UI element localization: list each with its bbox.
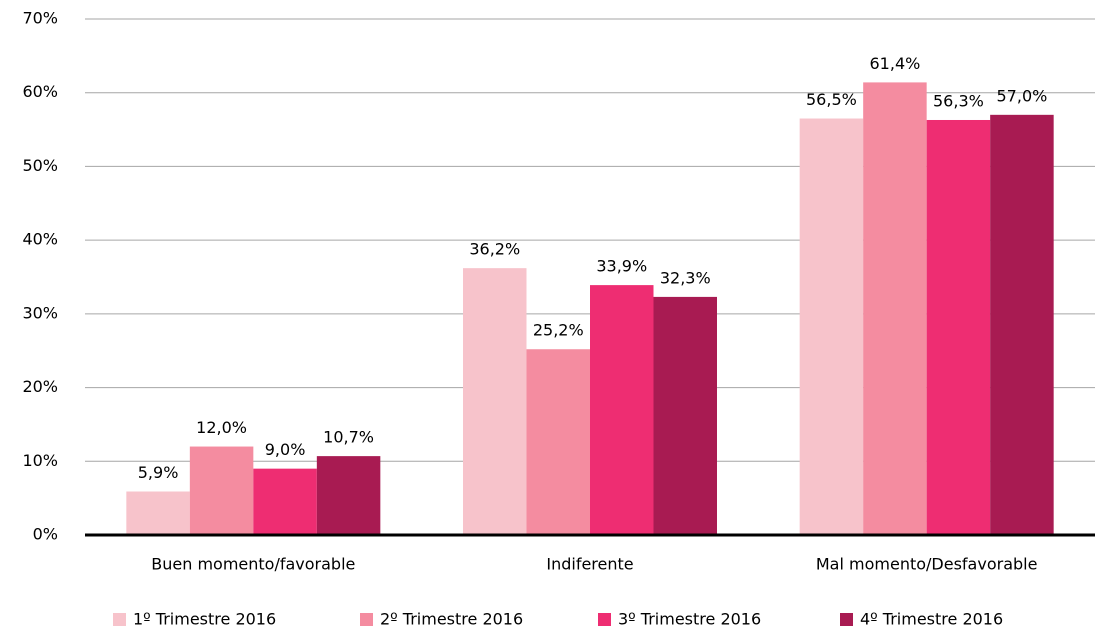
value-label: 32,3%	[660, 268, 711, 287]
bar	[189, 446, 254, 535]
y-tick-label: 70%	[22, 9, 58, 28]
legend-swatch	[840, 613, 853, 626]
bar	[590, 285, 654, 535]
value-label: 57,0%	[997, 86, 1048, 105]
value-label: 9,0%	[265, 440, 306, 459]
value-label: 56,5%	[806, 90, 857, 109]
bar	[653, 296, 717, 535]
bar	[990, 114, 1054, 535]
value-label: 5,9%	[138, 463, 179, 482]
legend-label: 4º Trimestre 2016	[860, 610, 1003, 629]
bar	[126, 491, 190, 535]
x-tick-label: Buen momento/favorable	[151, 555, 355, 574]
legend-swatch	[113, 613, 126, 626]
y-tick-label: 60%	[22, 82, 58, 101]
y-tick-label: 40%	[22, 230, 58, 249]
bar	[863, 82, 927, 535]
value-label: 36,2%	[469, 240, 520, 259]
x-tick-label: Mal momento/Desfavorable	[816, 555, 1038, 574]
value-label: 61,4%	[870, 54, 921, 73]
value-label: 33,9%	[596, 257, 647, 276]
y-tick-label: 30%	[22, 303, 58, 322]
value-label: 25,2%	[533, 321, 584, 340]
y-tick-label: 0%	[33, 525, 58, 544]
value-label: 56,3%	[933, 91, 984, 110]
legend-label: 3º Trimestre 2016	[618, 610, 761, 629]
y-tick-label: 20%	[22, 377, 58, 396]
x-tick-label: Indiferente	[546, 555, 633, 574]
bar	[526, 349, 590, 535]
bar	[316, 456, 381, 535]
legend-label: 1º Trimestre 2016	[133, 610, 276, 629]
bar	[463, 268, 527, 535]
legend-swatch	[598, 613, 611, 626]
y-tick-label: 10%	[22, 451, 58, 470]
bar	[799, 118, 864, 535]
value-label: 12,0%	[196, 418, 247, 437]
bar	[926, 119, 991, 535]
bar	[253, 468, 317, 535]
y-tick-label: 50%	[22, 156, 58, 175]
value-label: 10,7%	[323, 428, 374, 447]
legend-label: 2º Trimestre 2016	[380, 610, 523, 629]
legend-swatch	[360, 613, 373, 626]
